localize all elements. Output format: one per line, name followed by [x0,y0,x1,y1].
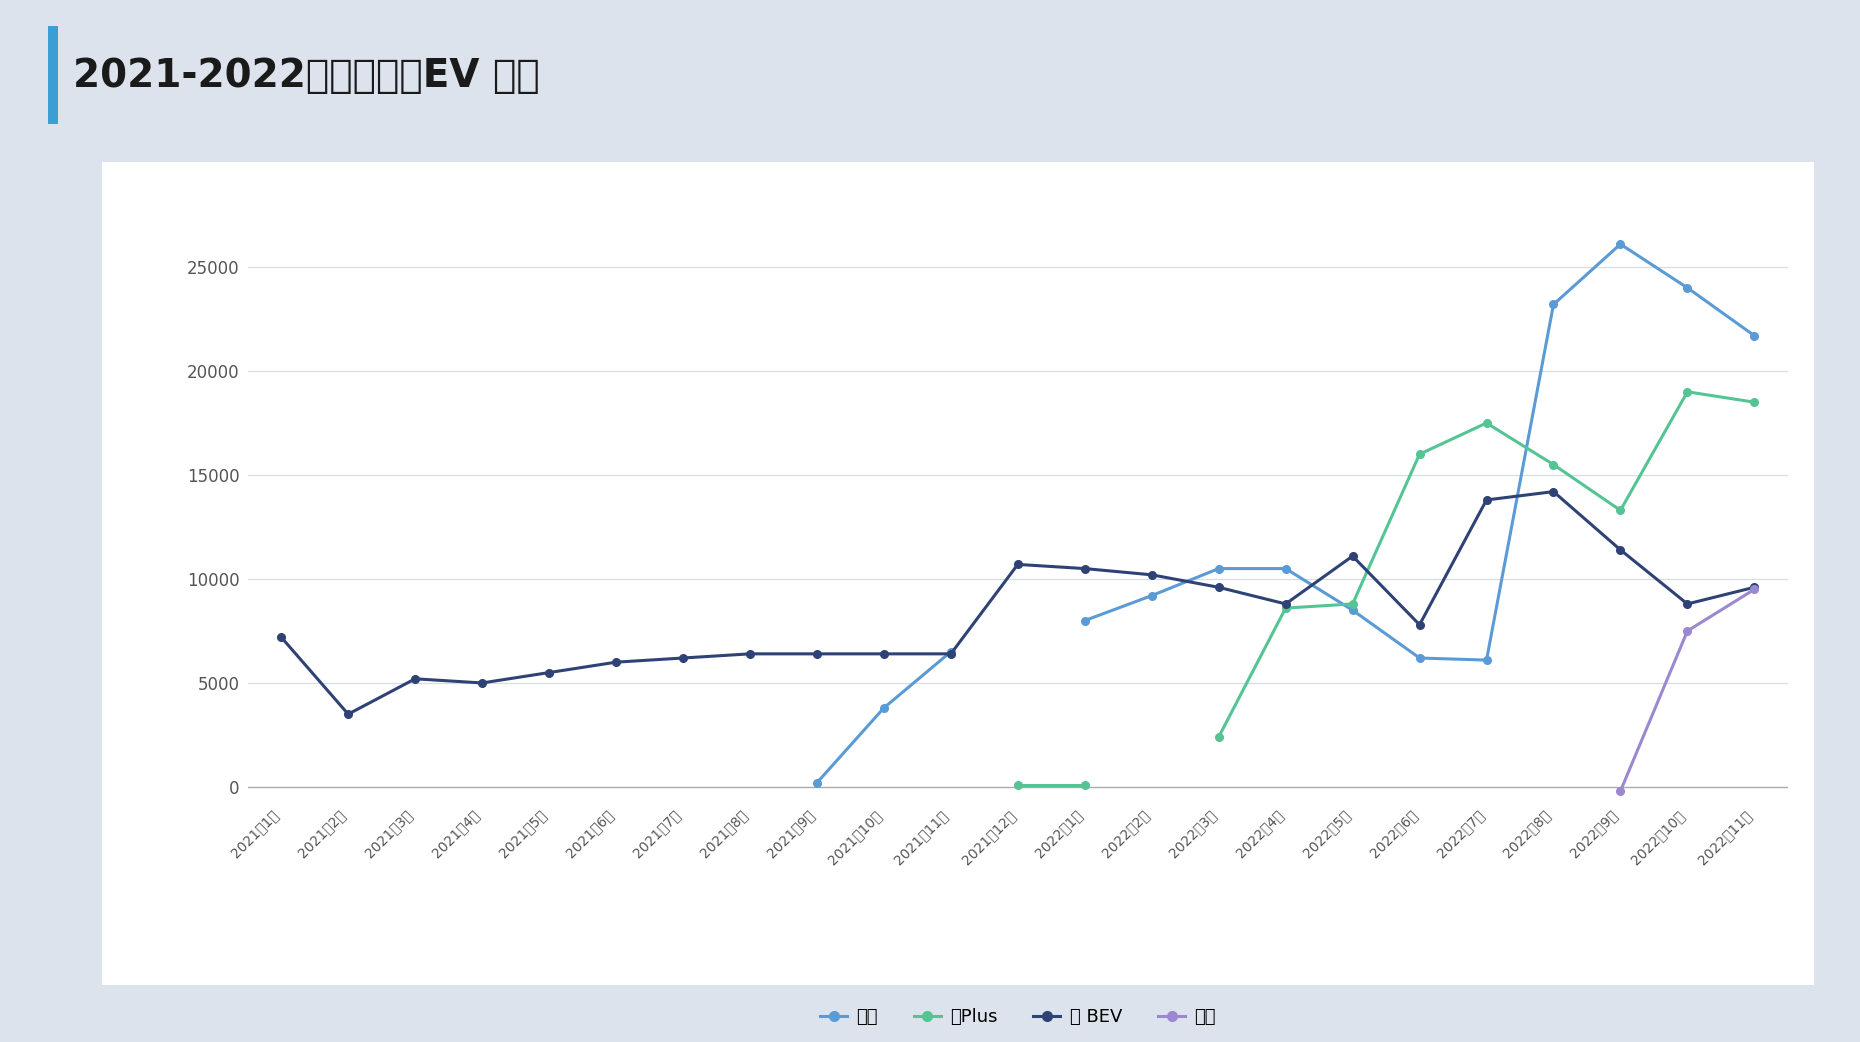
Legend: 海豚, 元Plus, 汉 BEV, 海豹: 海豚, 元Plus, 汉 BEV, 海豹 [813,1001,1222,1034]
Text: 2021-2022年比亚迪汉EV 销量: 2021-2022年比亚迪汉EV 销量 [73,56,539,95]
Bar [48,26,58,124]
